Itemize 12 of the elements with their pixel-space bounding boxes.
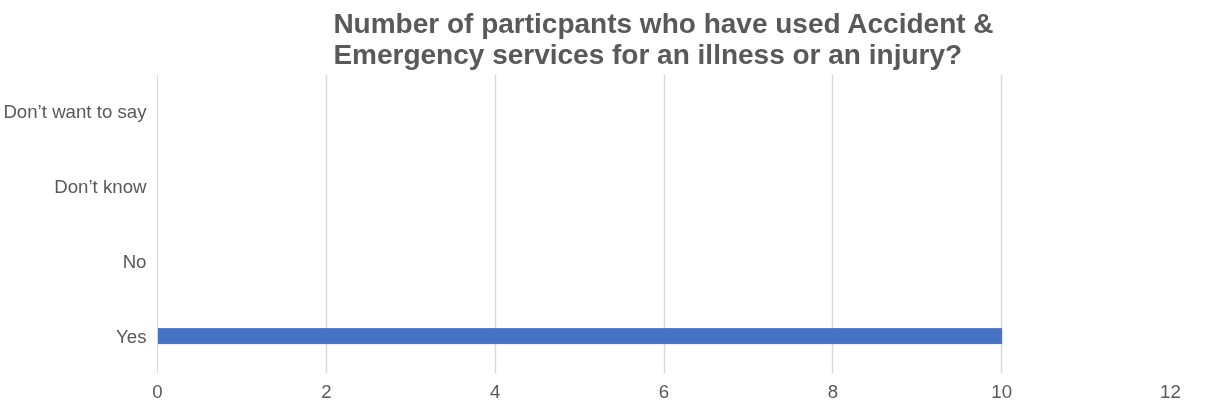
x-tick-label: 2 [321, 380, 332, 402]
x-tick-label: 8 [827, 380, 839, 402]
y-tick-label: Don’t want to say [3, 101, 148, 123]
x-tick-label: 10 [991, 380, 1013, 402]
x-tick-label: 0 [152, 380, 163, 402]
x-tick-label: 12 [1160, 380, 1181, 402]
y-tick-label: Yes [116, 325, 147, 347]
chart-title: Number of particpants who have used Accident & Emergency services for an illness or an injury? [333, 7, 994, 70]
y-tick-label: Don’t know [54, 176, 148, 198]
x-tick-label: 4 [489, 380, 501, 402]
y-tick-label: No [122, 250, 147, 272]
x-tick-label: 6 [658, 380, 670, 402]
